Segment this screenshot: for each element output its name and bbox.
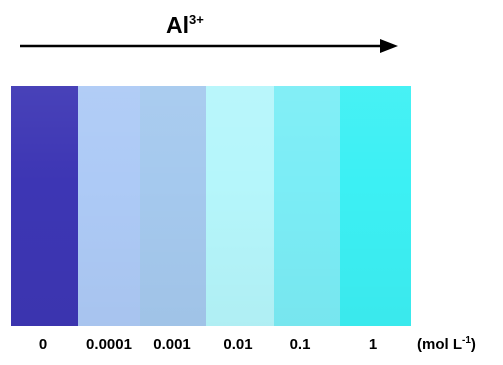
test-strip: [274, 86, 340, 326]
strip-sheen: [340, 86, 411, 326]
ion-charge: 3+: [189, 12, 204, 27]
concentration-label: 0: [38, 336, 48, 353]
concentration-label: 0.0001: [86, 336, 132, 353]
al3-title: Al3+: [166, 12, 204, 38]
unit-exponent: -1: [462, 335, 471, 346]
strip-sheen: [274, 86, 340, 326]
ion-symbol: Al: [166, 12, 189, 38]
unit-label: (mol L-1): [417, 335, 476, 353]
unit-close: ): [470, 336, 476, 353]
arrow-head: [380, 39, 398, 53]
strip-sheen: [78, 86, 140, 326]
test-strip: [206, 86, 274, 326]
concentration-label: 0.1: [289, 336, 311, 353]
strip-sheen: [140, 86, 206, 326]
concentration-label: 1: [368, 336, 378, 353]
increasing-concentration-arrow: [20, 39, 398, 53]
unit-text: (mol L: [417, 336, 462, 353]
test-strip: [78, 86, 140, 326]
concentration-label: 0.01: [223, 336, 253, 353]
concentration-label: 0.001: [153, 336, 191, 353]
test-strip: [340, 86, 411, 326]
test-strip: [140, 86, 206, 326]
strip-sheen: [206, 86, 274, 326]
test-strip: [11, 86, 78, 326]
strip-sheen: [11, 86, 78, 326]
